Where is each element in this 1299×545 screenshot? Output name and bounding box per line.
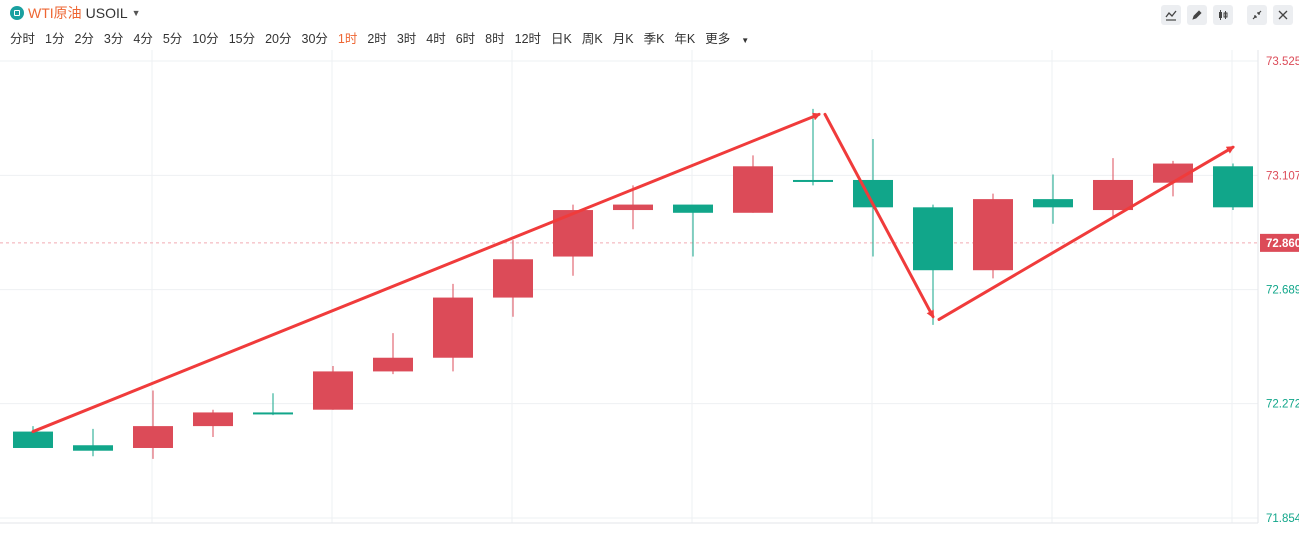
- period-tab[interactable]: 12时: [514, 32, 542, 46]
- y-tick-label: 72.689: [1266, 285, 1299, 297]
- period-tab[interactable]: 20分: [265, 32, 292, 46]
- symbol-name: WTI原油: [28, 5, 82, 21]
- current-price-label: 72.860: [1266, 238, 1299, 250]
- candle-body[interactable]: [1213, 166, 1253, 208]
- period-tab[interactable]: 4分: [133, 32, 153, 46]
- trend-arrow: [31, 112, 821, 434]
- period-tabs: 分时 1分 2分 3分 4分 5分 10分 15分 20分 30分 1时 2时 3时 4时 6时 8时 12时日…: [10, 28, 769, 46]
- period-tab[interactable]: 1时: [337, 32, 358, 46]
- chevron-down-icon: ▼: [741, 36, 750, 45]
- y-tick-label: 71.854: [1266, 513, 1299, 525]
- candle-body[interactable]: [673, 204, 713, 213]
- period-tab[interactable]: 分时: [10, 32, 36, 46]
- period-tab[interactable]: 月K: [612, 32, 634, 46]
- period-tab[interactable]: 10分: [192, 32, 219, 46]
- collapse-icon[interactable]: [1247, 5, 1267, 25]
- period-tab[interactable]: 15分: [228, 32, 256, 46]
- symbol-selector[interactable]: WTI原油 USOIL ▼: [10, 4, 141, 22]
- period-tab[interactable]: 6时: [455, 32, 476, 46]
- more-label: 更多: [705, 32, 731, 46]
- candle-body[interactable]: [1033, 199, 1073, 208]
- period-tab[interactable]: 5分: [162, 32, 183, 46]
- chart-toolbar: [1155, 5, 1293, 25]
- candle-body[interactable]: [793, 179, 833, 182]
- period-tab[interactable]: 4时: [426, 32, 446, 46]
- candle-body[interactable]: [493, 259, 533, 298]
- candle-body[interactable]: [433, 297, 473, 358]
- candle-body[interactable]: [313, 371, 353, 410]
- period-tab[interactable]: 30分: [301, 32, 328, 46]
- period-tab[interactable]: 2时: [367, 32, 387, 46]
- y-tick-label: 73.107: [1266, 170, 1299, 182]
- candle-body[interactable]: [1093, 179, 1133, 211]
- more-periods-dropdown[interactable]: 更多 ▼: [705, 28, 759, 46]
- candle-body[interactable]: [193, 412, 233, 427]
- current-price-badge: [1260, 233, 1299, 252]
- candle-body[interactable]: [973, 199, 1013, 271]
- candle-body[interactable]: [373, 357, 413, 372]
- instrument-logo-icon: [10, 6, 24, 20]
- period-tab[interactable]: 3时: [396, 32, 417, 46]
- y-tick-label: 72.272: [1266, 399, 1299, 411]
- chevron-down-icon: ▼: [131, 8, 141, 18]
- period-tab[interactable]: 1分: [45, 32, 65, 46]
- trend-arrow: [823, 112, 935, 319]
- candle-body[interactable]: [13, 431, 53, 448]
- candle-body[interactable]: [73, 445, 113, 451]
- period-tab[interactable]: 周K: [581, 32, 603, 46]
- candle-body[interactable]: [913, 207, 953, 271]
- close-icon[interactable]: [1273, 5, 1293, 25]
- period-tab[interactable]: 季K: [643, 32, 665, 46]
- period-tab[interactable]: 日K: [551, 32, 572, 46]
- candle-type-icon[interactable]: [1213, 5, 1233, 25]
- period-tab[interactable]: 2分: [74, 32, 94, 46]
- candle-body[interactable]: [133, 426, 173, 448]
- line-draw-icon[interactable]: [1161, 5, 1181, 25]
- candle-body[interactable]: [253, 412, 293, 415]
- candle-body[interactable]: [733, 166, 773, 213]
- pen-icon[interactable]: [1187, 5, 1207, 25]
- candle-body[interactable]: [613, 204, 653, 211]
- period-tab[interactable]: 3分: [103, 32, 124, 46]
- symbol-code: USOIL: [85, 5, 128, 21]
- candle-body[interactable]: [553, 210, 593, 257]
- trend-arrow: [937, 145, 1235, 321]
- chart-header: WTI原油 USOIL ▼ 分时 1分 2分 3分 4分 5分 10分 15分 20分 30分 1时…: [0, 0, 1299, 50]
- y-tick-label: 73.525: [1266, 56, 1299, 68]
- period-tab[interactable]: 8时: [485, 32, 505, 46]
- period-tab[interactable]: 年K: [674, 32, 696, 46]
